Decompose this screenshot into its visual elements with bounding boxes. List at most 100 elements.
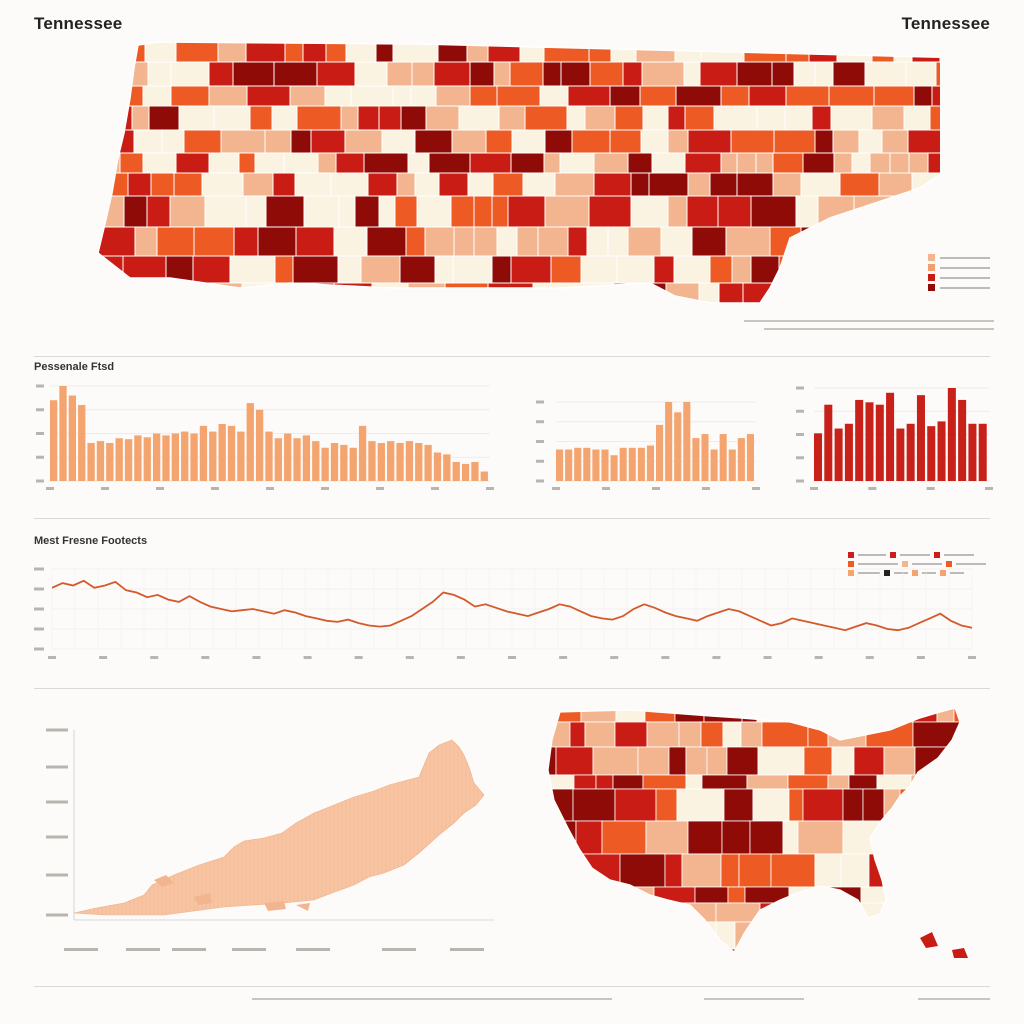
county-cell xyxy=(284,282,307,303)
county-cell xyxy=(428,152,471,174)
state-cell xyxy=(722,721,742,748)
county-choropleth-map xyxy=(97,41,940,304)
county-cell xyxy=(709,255,733,284)
map-footnote xyxy=(744,320,994,330)
y-tick xyxy=(796,479,804,483)
y-tick xyxy=(36,455,44,459)
county-cell xyxy=(571,129,611,154)
county-cell xyxy=(178,105,215,131)
county-cell xyxy=(567,226,588,257)
state-cell xyxy=(967,747,990,775)
county-cell xyxy=(192,255,231,284)
bar xyxy=(896,428,905,481)
county-cell xyxy=(622,61,643,87)
county-cell xyxy=(407,282,446,303)
y-tick xyxy=(536,400,544,404)
state-cell xyxy=(692,921,717,950)
county-cell xyxy=(820,226,853,257)
state-cell xyxy=(614,721,648,748)
bar xyxy=(387,441,395,481)
county-cell xyxy=(491,255,512,284)
state-cell xyxy=(613,921,638,950)
state-cell xyxy=(548,902,581,923)
county-cell xyxy=(872,255,893,284)
bar xyxy=(592,449,600,481)
county-cell xyxy=(691,226,727,257)
state-cell xyxy=(890,708,938,723)
state-cell xyxy=(797,820,844,855)
bar xyxy=(274,438,282,481)
state-cell xyxy=(962,854,981,887)
county-cell xyxy=(900,226,937,257)
county-cell xyxy=(496,85,541,107)
county-cell xyxy=(169,195,206,228)
county-cell xyxy=(123,195,148,228)
state-cell xyxy=(668,746,687,776)
x-tick xyxy=(916,656,925,659)
us-choropleth-map xyxy=(540,707,990,970)
x-tick xyxy=(456,656,465,659)
bar xyxy=(284,433,292,481)
line-section-title: Mest Fresne Footects xyxy=(34,535,148,547)
county-cell xyxy=(246,85,291,107)
x-tick xyxy=(712,656,721,659)
county-cell xyxy=(151,282,171,303)
state-cell xyxy=(593,921,615,950)
county-cell xyxy=(294,172,332,197)
county-cell xyxy=(640,129,669,154)
state-cell xyxy=(912,721,960,748)
county-cell xyxy=(537,226,569,257)
county-cell xyxy=(98,195,125,228)
county-cell xyxy=(316,61,356,87)
county-cell xyxy=(150,172,175,197)
county-cell xyxy=(660,226,693,257)
bar xyxy=(565,449,573,481)
county-cell xyxy=(889,152,910,174)
county-cell xyxy=(183,129,222,154)
x-tick xyxy=(968,656,976,659)
bar xyxy=(968,423,977,481)
bar xyxy=(865,402,874,481)
county-cell xyxy=(653,255,675,284)
x-tick xyxy=(382,948,416,951)
county-cell xyxy=(817,282,839,303)
x-tick xyxy=(552,487,560,490)
county-cell xyxy=(208,85,248,107)
x-tick xyxy=(99,656,108,659)
state-cell xyxy=(964,775,990,789)
y-tick xyxy=(34,587,44,591)
state-cell xyxy=(554,968,580,970)
bar xyxy=(674,412,682,481)
county-cell xyxy=(378,105,402,131)
bar xyxy=(646,445,654,481)
county-cell xyxy=(264,129,292,154)
county-cell xyxy=(516,226,539,257)
state-cell xyxy=(848,774,878,790)
county-cell xyxy=(609,129,642,154)
county-cell xyxy=(627,152,653,174)
state-cell xyxy=(540,968,554,970)
county-cells xyxy=(98,42,940,303)
county-cell xyxy=(736,61,773,87)
county-cell xyxy=(265,195,305,228)
state-cell xyxy=(945,853,960,888)
x-tick xyxy=(486,487,494,490)
bar xyxy=(405,441,414,481)
county-cell xyxy=(543,152,561,174)
county-cell xyxy=(919,195,940,228)
bar xyxy=(601,449,609,481)
state-cell xyxy=(595,774,614,790)
state-cell xyxy=(847,968,869,970)
county-cell xyxy=(296,105,342,131)
county-cell xyxy=(891,255,920,284)
county-cell xyxy=(411,61,435,87)
footer-note xyxy=(704,998,804,1000)
x-tick xyxy=(232,948,266,951)
bar xyxy=(349,447,357,481)
county-cell xyxy=(438,172,469,197)
bar xyxy=(415,443,423,481)
county-cell xyxy=(131,282,153,303)
bar xyxy=(143,437,151,481)
map-legend xyxy=(928,254,990,291)
county-cell xyxy=(808,42,838,63)
